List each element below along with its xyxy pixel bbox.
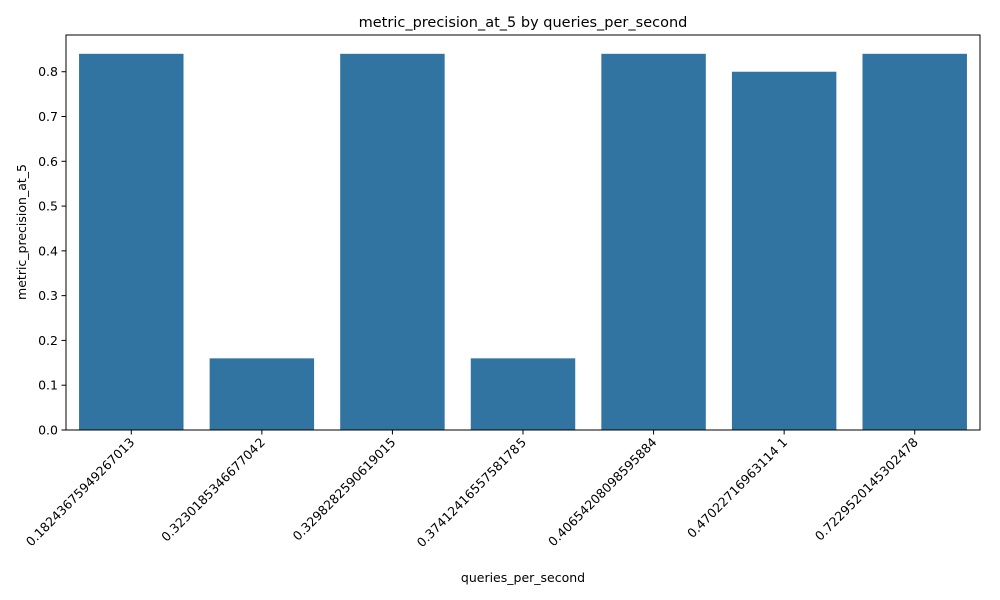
- x-tick-label-1: 0.323018534667704 2: [158, 435, 268, 545]
- bar-0: [79, 53, 184, 431]
- x-tick-label-3: 0.3741241655758178 5: [414, 435, 530, 551]
- x-tick-label-4: 0.40654208098595884: [545, 434, 660, 549]
- x-tick-label-5: 0.47022716963114 1: [684, 435, 790, 541]
- y-tick-label-6: 0.6: [38, 154, 58, 169]
- bar-5: [731, 71, 837, 430]
- x-tick-label-0: 0.18243675949267013: [23, 435, 138, 550]
- y-tick-label-3: 0.3: [38, 288, 58, 303]
- bar-4: [601, 53, 706, 431]
- y-axis-label: metric_precision_at_5: [14, 164, 29, 300]
- y-tick-label-8: 0.8: [38, 64, 58, 79]
- y-tick-label-7: 0.7: [38, 109, 58, 124]
- bar-1: [209, 358, 315, 430]
- x-tick-label-6: 0.7229520145302478: [812, 434, 921, 543]
- bar-6: [862, 53, 967, 431]
- x-tick-label-2: 0.3298282590619015: [290, 435, 399, 544]
- x-axis: 0.18243675949267013 0.323018534667704 2 0.…: [23, 430, 921, 550]
- y-tick-label-2: 0.2: [38, 333, 58, 348]
- x-axis-label: queries_per_second: [461, 570, 585, 585]
- y-axis: 0.0 0.1 0.2 0.3 0.4 0.5 0.6 0.7 0.8: [38, 64, 66, 438]
- y-tick-label-5: 0.5: [38, 199, 58, 214]
- y-tick-label-0: 0.0: [38, 423, 58, 438]
- chart-title: metric_precision_at_5 by queries_per_sec…: [359, 15, 688, 31]
- plot-area: [79, 53, 967, 431]
- bar-3: [470, 358, 576, 430]
- y-tick-label-4: 0.4: [38, 243, 58, 258]
- y-tick-label-1: 0.1: [38, 378, 58, 393]
- bar-2: [340, 53, 445, 431]
